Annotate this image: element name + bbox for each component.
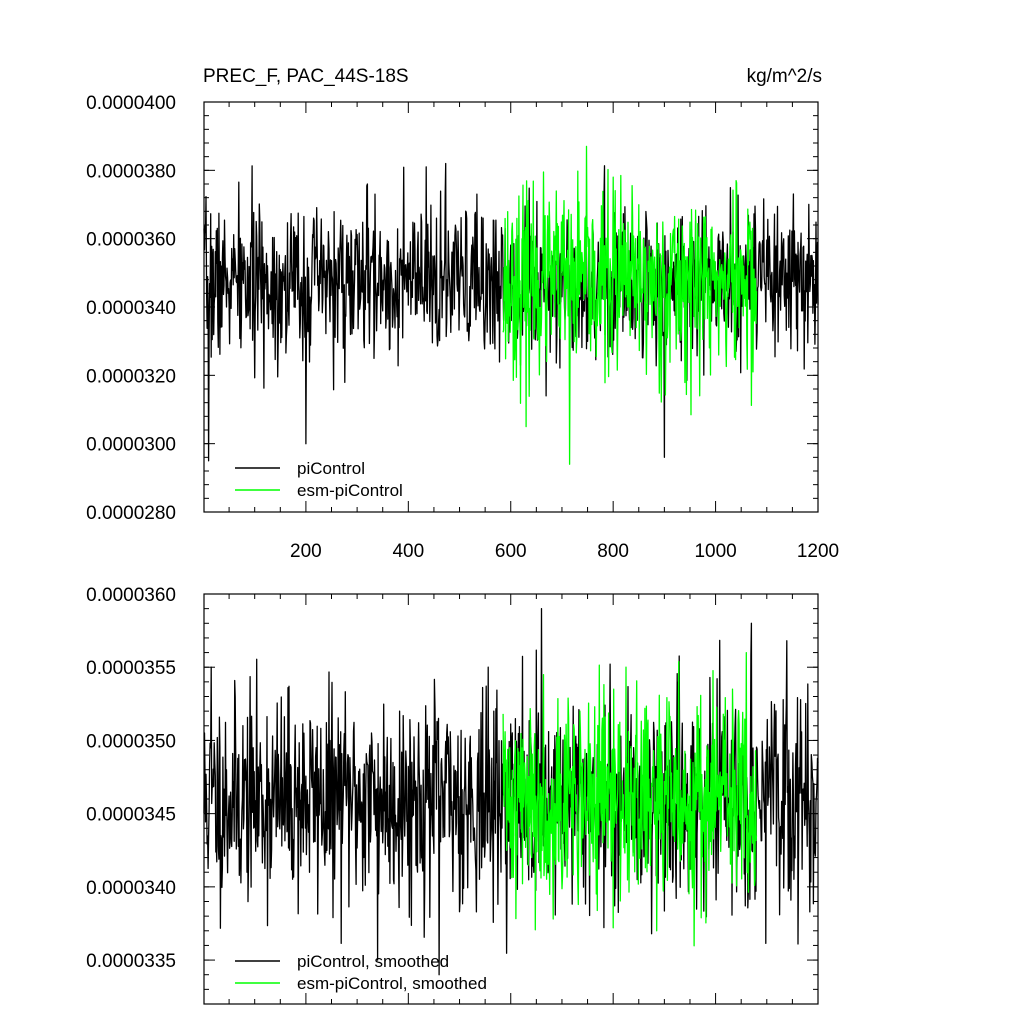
- bottom-legend: piControl, smoothed esm-piControl, smoot…: [235, 952, 487, 993]
- series-line-esm-picontrol: [502, 145, 758, 465]
- y-tick-label: 0.0000360: [86, 585, 176, 606]
- x-tick-label: 800: [597, 541, 629, 562]
- y-tick-label: 0.0000300: [86, 435, 176, 456]
- y-tick-label: 0.0000340: [86, 298, 176, 319]
- bottom-panel: 0.0000335 0.0000340 0.0000345 0.0000350 0.00…: [86, 585, 819, 1005]
- top-ticks: 200 400 600 800 1000 1200 0.0000280 0.0000300 0.…: [86, 93, 839, 562]
- y-tick-label: 0.0000400: [86, 93, 176, 114]
- x-tick-label: 600: [495, 541, 527, 562]
- series-line-picontrol-smoothed: [203, 607, 819, 976]
- y-tick-label: 0.0000280: [86, 503, 176, 524]
- legend-label-esm-picontrol-smoothed: esm-piControl, smoothed: [297, 974, 487, 993]
- x-tick-label: 200: [290, 541, 322, 562]
- y-tick-label: 0.0000320: [86, 366, 176, 387]
- x-tick-label: 1000: [694, 541, 736, 562]
- y-tick-label: 0.0000350: [86, 731, 176, 752]
- top-legend: piControl esm-piControl: [235, 459, 403, 500]
- y-tick-label: 0.0000335: [86, 951, 176, 972]
- y-tick-label: 0.0000340: [86, 878, 176, 899]
- y-tick-label: 0.0000345: [86, 805, 176, 826]
- units-label: kg/m^2/s: [747, 66, 822, 87]
- legend-label-esm-picontrol: esm-piControl: [297, 481, 403, 500]
- legend-label-picontrol: piControl: [297, 459, 365, 478]
- y-tick-label: 0.0000380: [86, 161, 176, 182]
- bottom-series-group: [203, 607, 819, 976]
- y-tick-label: 0.0000360: [86, 230, 176, 251]
- series-line-esm-picontrol-smoothed: [502, 651, 758, 947]
- x-tick-label: 400: [392, 541, 424, 562]
- top-series-group: [203, 145, 819, 465]
- legend-label-picontrol-smoothed: piControl, smoothed: [297, 952, 449, 971]
- y-tick-label: 0.0000355: [86, 658, 176, 679]
- bottom-ticks: 0.0000335 0.0000340 0.0000345 0.0000350 0.00…: [86, 585, 819, 1005]
- chart-title: PREC_F, PAC_44S-18S: [203, 66, 409, 87]
- x-tick-label: 1200: [797, 541, 839, 562]
- top-panel: PREC_F, PAC_44S-18S kg/m^2/s 200 400 600 80…: [86, 66, 839, 562]
